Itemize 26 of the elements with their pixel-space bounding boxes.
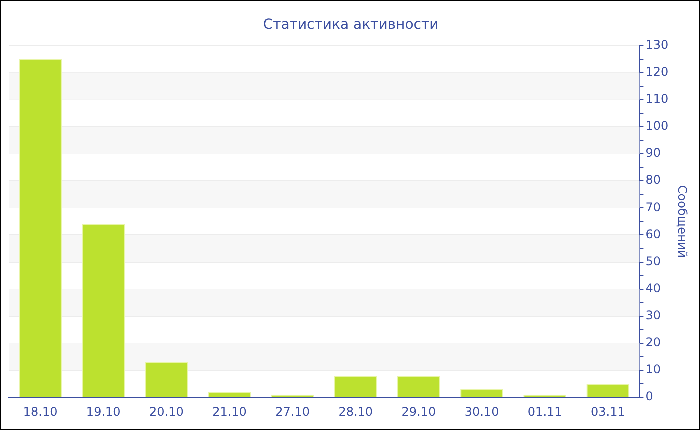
y-tick-label: 10 xyxy=(646,362,661,377)
chart-title: Статистика активности xyxy=(263,17,439,34)
y-tick-label: 100 xyxy=(646,119,669,134)
x-tick-label: 01.11 xyxy=(528,404,562,419)
y-tick-label: 110 xyxy=(646,92,669,106)
y-tick-label: 90 xyxy=(646,146,661,160)
y-axis-title: Сообщений xyxy=(676,185,690,258)
x-tick-label: 18.10 xyxy=(23,404,58,419)
x-tick-label: 19.10 xyxy=(86,404,121,419)
y-tick-label: 80 xyxy=(646,173,661,188)
y-tick-label: 130 xyxy=(646,38,669,52)
y-tick-label: 40 xyxy=(646,281,661,296)
y-tick-label: 120 xyxy=(646,64,669,79)
y-tick-label: 50 xyxy=(646,254,661,268)
y-tick-label: 20 xyxy=(646,336,661,350)
x-tick-label: 29.10 xyxy=(402,404,436,419)
y-tick-label: 0 xyxy=(646,390,654,404)
x-tick-label: 28.10 xyxy=(338,404,374,419)
y-tick-label: 30 xyxy=(646,308,661,323)
x-tick-label: 20.10 xyxy=(149,404,184,419)
x-tick-label: 30.10 xyxy=(464,404,500,419)
x-tick-label: 21.10 xyxy=(212,404,247,419)
y-tick-label: 70 xyxy=(646,200,661,214)
x-tick-label: 27.10 xyxy=(276,404,310,419)
y-tick-label: 60 xyxy=(646,227,661,242)
x-tick-label: 03.11 xyxy=(590,404,626,419)
